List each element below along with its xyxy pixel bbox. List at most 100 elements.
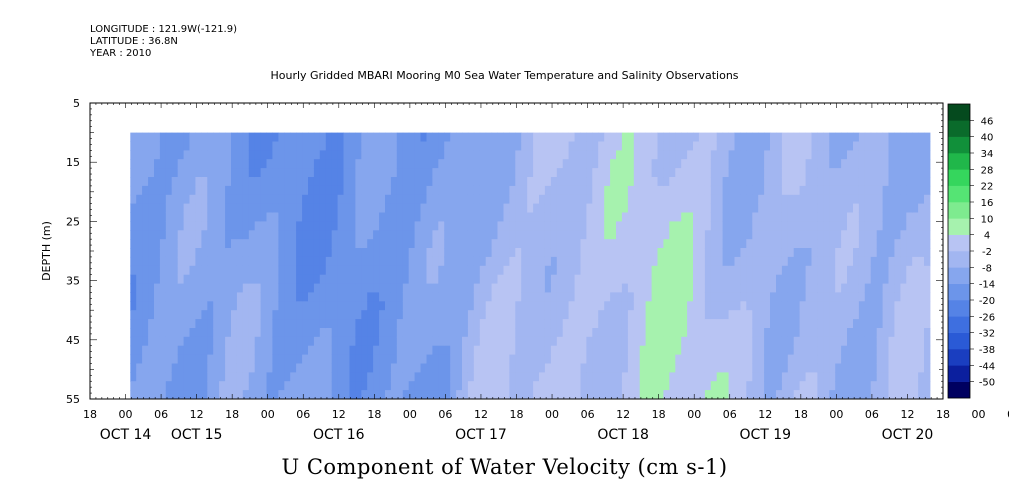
heatmap-cell [574, 221, 581, 231]
heatmap-cell [148, 194, 155, 205]
heatmap-cell [568, 239, 575, 249]
heatmap-cell [201, 212, 208, 222]
heatmap-cell [639, 265, 647, 276]
heatmap-cell [177, 265, 185, 276]
heatmap-cell [349, 194, 356, 205]
heatmap-cell [432, 310, 439, 320]
heatmap-cell [373, 132, 380, 142]
heatmap-cell [693, 194, 700, 205]
heatmap-cell [521, 168, 528, 178]
heatmap-cell [219, 354, 226, 364]
heatmap-cell [236, 185, 244, 196]
heatmap-cell [882, 328, 889, 338]
heatmap-cell [841, 256, 848, 267]
heatmap-cell [148, 132, 155, 142]
heatmap-cell [734, 239, 741, 249]
x-tick-label: 12 [900, 408, 914, 421]
heatmap-cell [456, 159, 463, 169]
heatmap-cell [278, 203, 285, 213]
heatmap-cell [467, 248, 475, 258]
heatmap-cell [698, 363, 706, 373]
heatmap-cell [722, 310, 729, 320]
heatmap-cell [142, 372, 149, 382]
heatmap-cell [355, 310, 362, 320]
heatmap-cell [586, 248, 593, 258]
heatmap-cell [556, 328, 564, 338]
colorbar-label: -38 [979, 345, 995, 356]
heatmap-cell [420, 256, 427, 267]
heatmap-cell [302, 185, 309, 196]
heatmap-cell [201, 168, 208, 178]
heatmap-cell [521, 336, 528, 347]
heatmap-cell [580, 283, 587, 293]
heatmap-cell [319, 274, 327, 285]
heatmap-cell [367, 221, 374, 231]
heatmap-cell [586, 150, 593, 160]
heatmap-cell [479, 132, 487, 142]
heatmap-cell [787, 390, 795, 400]
heatmap-cell [663, 230, 670, 240]
heatmap-cell [912, 265, 919, 276]
heatmap-cell [349, 354, 356, 364]
heatmap-cell [432, 265, 439, 276]
heatmap-cell [319, 256, 327, 267]
heatmap-cell [716, 194, 724, 205]
heatmap-cell [266, 177, 273, 187]
heatmap-cell [444, 336, 451, 347]
heatmap-cell [550, 194, 558, 205]
heatmap-cell [704, 150, 712, 160]
heatmap-cell [438, 292, 445, 302]
heatmap-cell [432, 168, 439, 178]
heatmap-cell [710, 265, 718, 276]
heatmap-cells [130, 132, 931, 400]
heatmap-cell [918, 363, 925, 373]
heatmap-cell [710, 328, 718, 338]
heatmap-cell [313, 265, 321, 276]
heatmap-cell [260, 239, 267, 249]
heatmap-cell [361, 354, 368, 364]
heatmap-cell [171, 256, 179, 267]
heatmap-cell [544, 292, 552, 302]
heatmap-cell [379, 194, 386, 205]
heatmap-cell [225, 301, 232, 311]
heatmap-cell [799, 354, 806, 364]
heatmap-cell [159, 221, 167, 231]
heatmap-cell [776, 212, 783, 222]
heatmap-cell [811, 274, 818, 285]
heatmap-cell [639, 345, 647, 356]
heatmap-cell [503, 203, 510, 213]
heatmap-cell [764, 328, 771, 338]
heatmap-cell [509, 141, 516, 151]
heatmap-cell [319, 239, 327, 249]
heatmap-cell [396, 256, 404, 267]
heatmap-cell [698, 248, 706, 258]
heatmap-cell [533, 203, 540, 213]
heatmap-cell [254, 363, 262, 373]
heatmap-cell [663, 203, 670, 213]
heatmap-cell [142, 265, 149, 276]
heatmap-cell [781, 141, 789, 151]
heatmap-cell [136, 301, 143, 311]
heatmap-cell [847, 150, 854, 160]
heatmap-cell [171, 239, 179, 249]
heatmap-cell [313, 390, 321, 400]
heatmap-cell [550, 345, 558, 356]
heatmap-cell [521, 194, 528, 205]
heatmap-cell [710, 168, 718, 178]
heatmap-cell [408, 132, 416, 142]
heatmap-cell [568, 141, 575, 151]
heatmap-cell [266, 372, 273, 382]
heatmap-cell [787, 159, 795, 169]
heatmap-cell [485, 150, 493, 160]
heatmap-cell [479, 310, 487, 320]
heatmap-cell [876, 212, 884, 222]
heatmap-cell [266, 150, 273, 160]
heatmap-cell [479, 230, 487, 240]
heatmap-cell [432, 372, 439, 382]
heatmap-cell [776, 168, 783, 178]
heatmap-cell [225, 150, 232, 160]
heatmap-cell [533, 390, 540, 400]
heatmap-cell [331, 248, 339, 258]
heatmap-cell [776, 292, 783, 302]
heatmap-cell [154, 168, 161, 178]
